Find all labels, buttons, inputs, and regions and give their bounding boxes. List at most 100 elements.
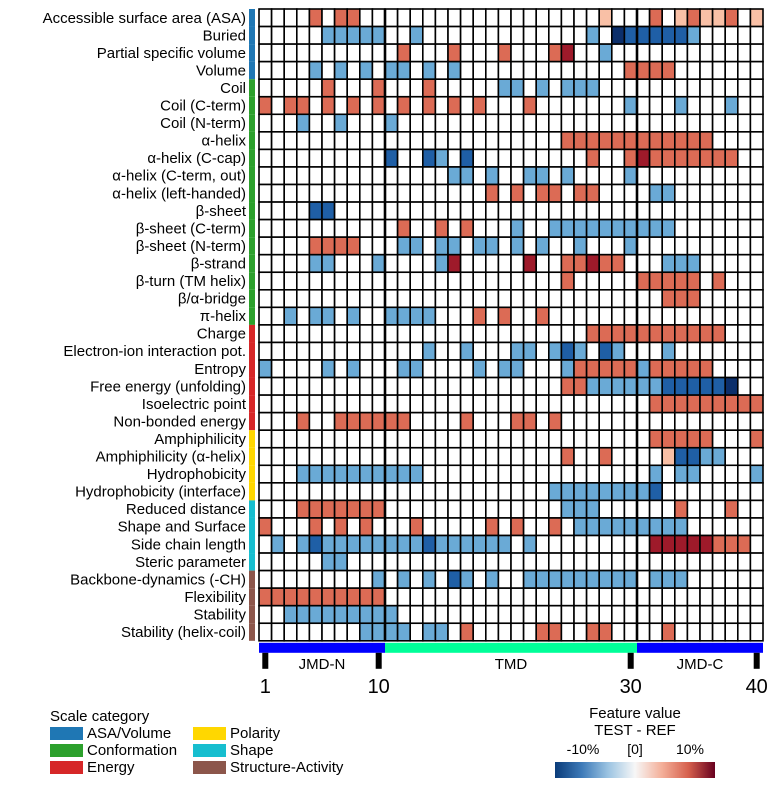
heatmap-cell — [484, 394, 500, 414]
heatmap-cell — [270, 324, 286, 344]
heatmap-cell — [623, 394, 638, 414]
heatmap-cell — [295, 25, 311, 45]
heatmap-cell — [396, 8, 412, 28]
heatmap-cell — [396, 517, 412, 537]
heatmap-cell — [724, 78, 739, 98]
heatmap-cell — [434, 446, 449, 467]
heatmap-cell — [610, 253, 626, 274]
heatmap-cell — [295, 43, 311, 63]
heatmap-cell — [736, 604, 752, 625]
heatmap-cell — [283, 288, 298, 309]
heatmap-cell — [573, 183, 588, 203]
heatmap-cell — [673, 113, 689, 133]
row-label: Reduced distance — [126, 501, 246, 518]
heatmap-cell — [585, 569, 600, 589]
heatmap-cell — [333, 341, 349, 361]
heatmap-cell — [673, 499, 689, 519]
heatmap-cell — [346, 8, 361, 28]
heatmap-cell — [724, 324, 739, 344]
heatmap-cell — [409, 517, 424, 537]
heatmap-cell — [699, 306, 714, 326]
heatmap-cell — [472, 43, 487, 63]
heatmap-cell — [673, 429, 689, 449]
heatmap-cell — [598, 201, 613, 221]
heatmap-cell — [270, 43, 286, 63]
heatmap-cell — [699, 622, 714, 642]
heatmap-cell — [535, 324, 550, 344]
heatmap-cell — [384, 359, 399, 379]
heatmap-cell — [585, 95, 600, 116]
heatmap-cell — [472, 183, 487, 203]
heatmap-cell — [598, 271, 613, 291]
heatmap-cell — [648, 8, 663, 28]
heatmap-cell — [295, 482, 311, 502]
heatmap-cell — [409, 183, 424, 203]
heatmap-cell — [749, 604, 764, 625]
heatmap-cell — [346, 183, 361, 203]
heatmap-cell — [421, 552, 437, 572]
heatmap-cell — [724, 376, 739, 396]
category-bar-segment — [249, 96, 255, 115]
heatmap-cell — [648, 464, 663, 484]
heatmap-cell — [384, 446, 399, 467]
heatmap-cell — [283, 43, 298, 63]
heatmap-cell — [497, 534, 512, 554]
heatmap-cell — [484, 359, 500, 379]
heatmap-cell — [736, 482, 752, 502]
heatmap-cell — [371, 482, 386, 502]
heatmap-cell — [610, 534, 626, 554]
heatmap-cell — [321, 482, 336, 502]
heatmap-cell — [560, 60, 575, 81]
heatmap-cell — [573, 60, 588, 81]
heatmap-cell — [699, 552, 714, 572]
row-label: Free energy (unfolding) — [90, 378, 246, 395]
heatmap-cell — [346, 376, 361, 396]
heatmap-cell — [409, 306, 424, 326]
heatmap-cell — [409, 253, 424, 274]
heatmap-cell — [736, 394, 752, 414]
heatmap-cell — [573, 394, 588, 414]
heatmap-cell — [699, 359, 714, 379]
heatmap-cell — [459, 236, 475, 256]
heatmap-cell — [459, 43, 475, 63]
heatmap-cell — [686, 604, 701, 625]
heatmap-cell — [434, 95, 449, 116]
row-label: Electron-ion interaction pot. — [63, 343, 246, 360]
heatmap-cell — [358, 183, 374, 203]
heatmap-cell — [409, 446, 424, 467]
heatmap-cell — [535, 604, 550, 625]
heatmap-cell — [447, 43, 462, 63]
heatmap-cell — [724, 517, 739, 537]
heatmap-cell — [573, 201, 588, 221]
heatmap-cell — [321, 271, 336, 291]
heatmap-cell — [472, 499, 487, 519]
heatmap-cell — [535, 517, 550, 537]
heatmap-cell — [547, 201, 563, 221]
heatmap-cell — [346, 218, 361, 238]
heatmap-cell — [295, 324, 311, 344]
scale-category-legend-title: Scale category — [50, 708, 150, 725]
row-label: Accessible surface area (ASA) — [43, 10, 246, 27]
heatmap-cell — [648, 306, 663, 326]
heatmap-cell — [321, 394, 336, 414]
heatmap-cell — [421, 482, 437, 502]
heatmap-cell — [610, 341, 626, 361]
heatmap-cell — [459, 60, 475, 81]
heatmap-cell — [270, 271, 286, 291]
heatmap-cell — [610, 78, 626, 98]
heatmap-cell — [522, 622, 537, 642]
heatmap-cell — [421, 253, 437, 274]
heatmap-cell — [699, 587, 714, 607]
heatmap-cell — [749, 131, 764, 151]
heatmap-cell — [598, 148, 613, 168]
heatmap-cell — [497, 464, 512, 484]
heatmap-cell — [686, 622, 701, 642]
heatmap-cell — [711, 95, 726, 116]
heatmap-cell — [409, 8, 424, 28]
heatmap-cell — [598, 411, 613, 431]
heatmap-cell — [321, 552, 336, 572]
heatmap-cell — [484, 201, 500, 221]
heatmap-cell — [699, 464, 714, 484]
heatmap-cell — [358, 253, 374, 274]
heatmap-cell — [308, 517, 323, 537]
